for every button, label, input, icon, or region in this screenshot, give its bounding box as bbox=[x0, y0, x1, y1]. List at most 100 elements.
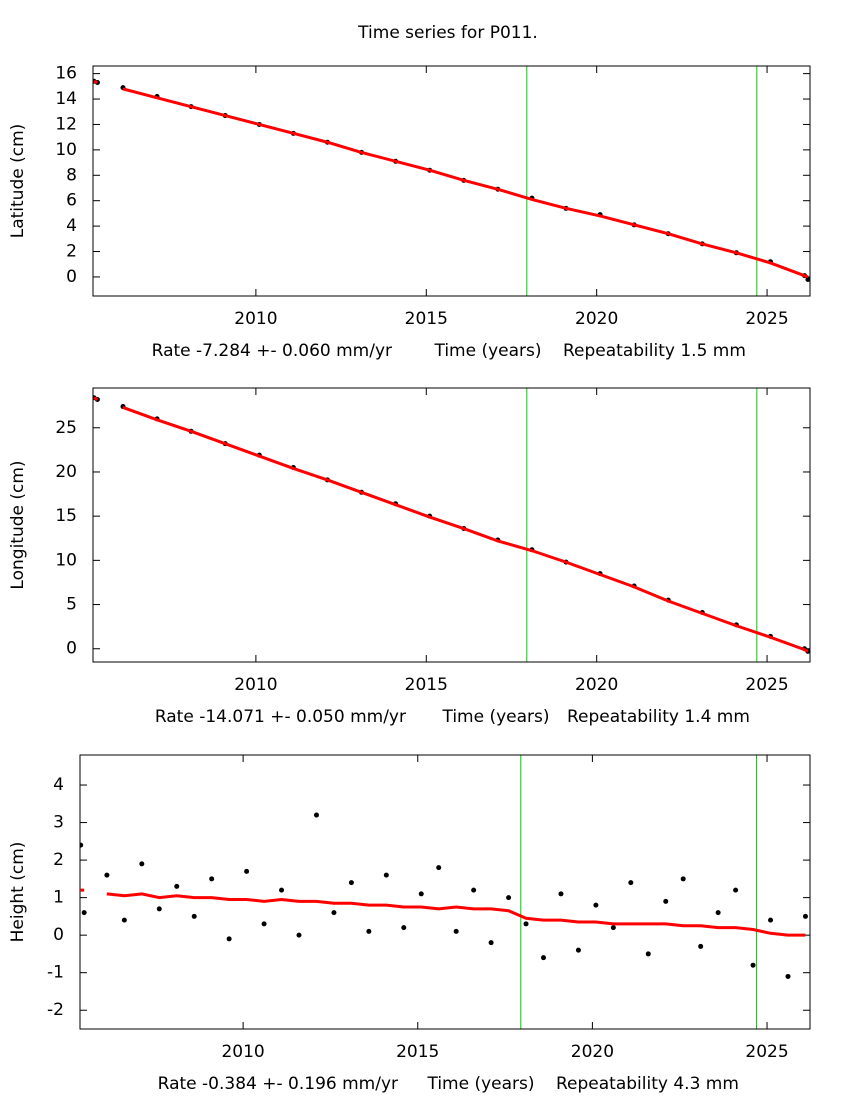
observation bbox=[663, 898, 669, 904]
x-tick-label: 2020 bbox=[571, 1042, 614, 1062]
x-tick-label: 2020 bbox=[575, 675, 618, 695]
observation bbox=[418, 891, 424, 897]
observation bbox=[593, 902, 599, 908]
observation bbox=[383, 872, 389, 878]
x-axis-label: Time (years) bbox=[433, 341, 541, 361]
y-tick-label: 3 bbox=[53, 813, 64, 833]
observation bbox=[331, 910, 337, 916]
x-axis-label: Time (years) bbox=[426, 1074, 534, 1094]
y-tick-label: 5 bbox=[66, 595, 77, 615]
subplot: 0 2 4 6 8 10 12 14 16 2010 2015 2020 2025 Latitude (c… bbox=[8, 64, 811, 361]
observation bbox=[610, 925, 616, 931]
y-tick-label: 20 bbox=[55, 462, 77, 482]
y-tick-label: 1 bbox=[53, 888, 64, 908]
x-tick-label: 2015 bbox=[396, 1042, 439, 1062]
y-tick-label: 0 bbox=[66, 267, 77, 287]
y-tick-label: 25 bbox=[55, 418, 77, 438]
repeatability-label: Repeatability 1.4 mm bbox=[567, 707, 750, 727]
y-tick-label: 10 bbox=[55, 140, 77, 160]
observation bbox=[279, 887, 285, 893]
observation bbox=[645, 951, 651, 957]
model-line bbox=[106, 892, 806, 937]
rate-label: Rate -7.284 +- 0.060 mm/yr bbox=[152, 341, 392, 361]
x-tick-label: 2025 bbox=[745, 675, 788, 695]
observation bbox=[488, 940, 494, 946]
observation bbox=[296, 932, 302, 938]
x-axis-label: Time (years) bbox=[441, 707, 549, 727]
observation bbox=[715, 910, 721, 916]
plot-area bbox=[80, 812, 808, 979]
y-tick-label: 4 bbox=[66, 216, 77, 236]
x-tick-label: 2015 bbox=[405, 309, 448, 329]
observation bbox=[139, 861, 145, 867]
plot-frame bbox=[92, 387, 811, 663]
observation bbox=[506, 895, 512, 901]
observation bbox=[226, 936, 232, 942]
y-tick-label: 12 bbox=[55, 114, 77, 134]
subplot: -2 -1 0 1 2 3 4 2010 2015 2020 2025 Height (cm) Rate… bbox=[8, 754, 811, 1094]
y-tick-label: -2 bbox=[47, 1000, 64, 1020]
observation bbox=[575, 947, 581, 953]
plot-area bbox=[93, 395, 810, 654]
page-title: Time series for P011. bbox=[357, 23, 538, 43]
observation bbox=[191, 913, 197, 919]
model-line bbox=[93, 396, 99, 401]
observation bbox=[523, 921, 529, 927]
observation bbox=[805, 276, 810, 282]
observation bbox=[453, 928, 459, 934]
observation bbox=[81, 910, 87, 916]
repeatability-label: Repeatability 1.5 mm bbox=[563, 341, 746, 361]
observation bbox=[313, 812, 319, 818]
plot-frame bbox=[79, 754, 811, 1030]
y-tick-label: 14 bbox=[55, 89, 77, 109]
model-line bbox=[93, 79, 98, 84]
observation bbox=[261, 921, 267, 927]
model-line bbox=[122, 87, 809, 279]
observation bbox=[174, 883, 180, 889]
observation bbox=[698, 943, 704, 949]
observation bbox=[436, 865, 442, 871]
observation bbox=[558, 891, 564, 897]
observation bbox=[750, 962, 756, 968]
y-tick-label: 0 bbox=[66, 639, 77, 659]
y-tick-label: 2 bbox=[53, 850, 64, 870]
observation bbox=[785, 973, 791, 979]
x-tick-label: 2020 bbox=[575, 309, 618, 329]
y-axis-label: Height (cm) bbox=[8, 842, 28, 943]
observation bbox=[156, 906, 162, 912]
y-tick-label: -1 bbox=[47, 963, 64, 983]
observation bbox=[80, 842, 84, 848]
y-tick-label: 4 bbox=[53, 775, 64, 795]
plot-frame bbox=[92, 65, 811, 297]
observation bbox=[733, 887, 739, 893]
observation bbox=[366, 928, 372, 934]
x-tick-label: 2010 bbox=[234, 309, 277, 329]
model-line bbox=[122, 406, 809, 653]
x-tick-label: 2010 bbox=[221, 1042, 264, 1062]
rate-label: Rate -0.384 +- 0.196 mm/yr bbox=[158, 1074, 398, 1094]
observation bbox=[209, 876, 215, 882]
y-tick-label: 0 bbox=[53, 925, 64, 945]
observation bbox=[348, 880, 354, 886]
y-axis-label: Latitude (cm) bbox=[8, 124, 28, 239]
y-tick-label: 8 bbox=[66, 165, 77, 185]
observation bbox=[401, 925, 407, 931]
x-tick-label: 2025 bbox=[745, 1042, 788, 1062]
plot-area bbox=[93, 78, 810, 282]
y-axis-label: Longitude (cm) bbox=[8, 460, 28, 589]
x-tick-label: 2025 bbox=[745, 309, 788, 329]
repeatability-label: Repeatability 4.3 mm bbox=[556, 1074, 739, 1094]
observation bbox=[680, 876, 686, 882]
rate-label: Rate -14.071 +- 0.050 mm/yr bbox=[155, 707, 406, 727]
observation bbox=[121, 917, 127, 923]
observation bbox=[104, 872, 110, 878]
y-tick-label: 6 bbox=[66, 191, 77, 211]
observation bbox=[802, 913, 808, 919]
observation bbox=[768, 917, 774, 923]
x-tick-label: 2015 bbox=[405, 675, 448, 695]
observation bbox=[471, 887, 477, 893]
y-tick-label: 10 bbox=[55, 550, 77, 570]
y-tick-label: 16 bbox=[55, 64, 77, 84]
